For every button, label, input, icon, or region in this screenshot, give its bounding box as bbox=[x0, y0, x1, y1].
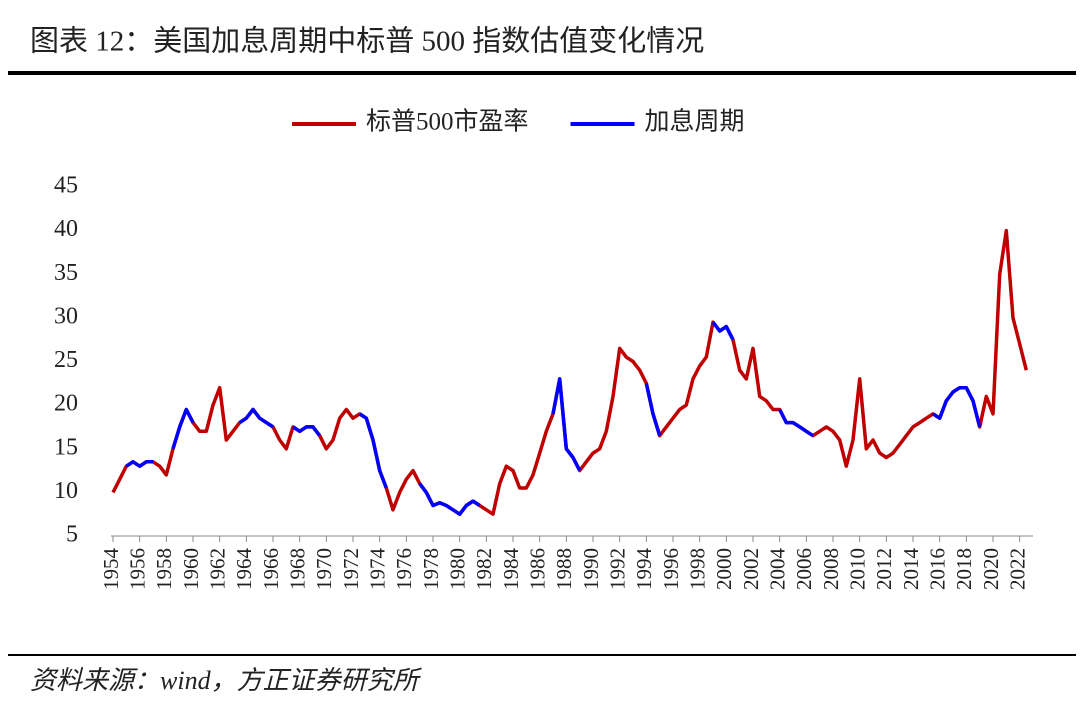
title-rule bbox=[8, 71, 1076, 75]
x-tick-label: 2008 bbox=[819, 548, 843, 590]
x-tick-label: 1998 bbox=[685, 548, 709, 590]
x-tick-label: 1980 bbox=[445, 548, 469, 590]
y-tick-label: 20 bbox=[54, 391, 78, 417]
y-tick-label: 15 bbox=[54, 434, 78, 460]
x-tick-label: 2010 bbox=[845, 548, 869, 590]
series-line bbox=[125, 321, 982, 516]
x-tick-label: 2000 bbox=[712, 548, 736, 590]
x-tick-label: 2006 bbox=[792, 548, 816, 590]
x-tick-label: 1970 bbox=[312, 548, 336, 590]
x-tick-label: 1992 bbox=[605, 548, 629, 590]
x-tick-label: 2002 bbox=[739, 548, 763, 590]
x-tick-label: 2012 bbox=[872, 548, 896, 590]
x-tick-label: 1988 bbox=[552, 548, 576, 590]
x-tick-label: 1964 bbox=[232, 548, 256, 591]
x-tick-label: 2020 bbox=[979, 548, 1003, 590]
x-tick-label: 2004 bbox=[765, 548, 789, 591]
x-tick-label: 1962 bbox=[205, 548, 229, 590]
x-tick-label: 2018 bbox=[952, 548, 976, 590]
source-rule bbox=[8, 654, 1076, 656]
chart-title: 图表 12：美国加息周期中标普 500 指数估值变化情况 bbox=[30, 25, 704, 58]
x-tick-label: 1972 bbox=[339, 548, 363, 590]
x-tick-label: 2016 bbox=[925, 548, 949, 590]
x-tick-label: 1954 bbox=[99, 548, 123, 591]
y-tick-label: 30 bbox=[54, 303, 78, 329]
series-line bbox=[111, 228, 1028, 516]
x-tick-label: 1974 bbox=[365, 548, 389, 591]
x-tick-label: 1966 bbox=[259, 548, 283, 590]
x-tick-label: 2014 bbox=[899, 548, 923, 591]
x-tick-label: 1986 bbox=[525, 548, 549, 590]
x-tick-label: 2022 bbox=[1005, 548, 1029, 590]
x-tick-label: 1960 bbox=[179, 548, 203, 590]
x-tick-label: 1976 bbox=[392, 548, 416, 590]
x-tick-label: 1994 bbox=[632, 548, 656, 591]
x-tick-label: 1996 bbox=[659, 548, 683, 590]
legend-label: 加息周期 bbox=[645, 108, 745, 136]
y-tick-label: 10 bbox=[54, 478, 78, 504]
x-tick-label: 1956 bbox=[125, 548, 149, 590]
y-tick-label: 40 bbox=[54, 216, 78, 242]
source: 资料来源：wind，方正证券研究所 bbox=[30, 666, 423, 695]
y-tick-label: 35 bbox=[54, 260, 78, 286]
y-tick-label: 5 bbox=[66, 522, 78, 548]
x-tick-label: 1984 bbox=[499, 548, 523, 591]
y-tick-label: 45 bbox=[54, 173, 78, 199]
x-tick-label: 1978 bbox=[419, 548, 443, 590]
legend-label: 标普500市盈率 bbox=[366, 108, 529, 136]
y-tick-label: 25 bbox=[54, 347, 78, 373]
x-tick-label: 1982 bbox=[472, 548, 496, 590]
x-tick-label: 1968 bbox=[285, 548, 309, 590]
x-tick-label: 1958 bbox=[152, 548, 176, 590]
x-tick-label: 1990 bbox=[579, 548, 603, 590]
